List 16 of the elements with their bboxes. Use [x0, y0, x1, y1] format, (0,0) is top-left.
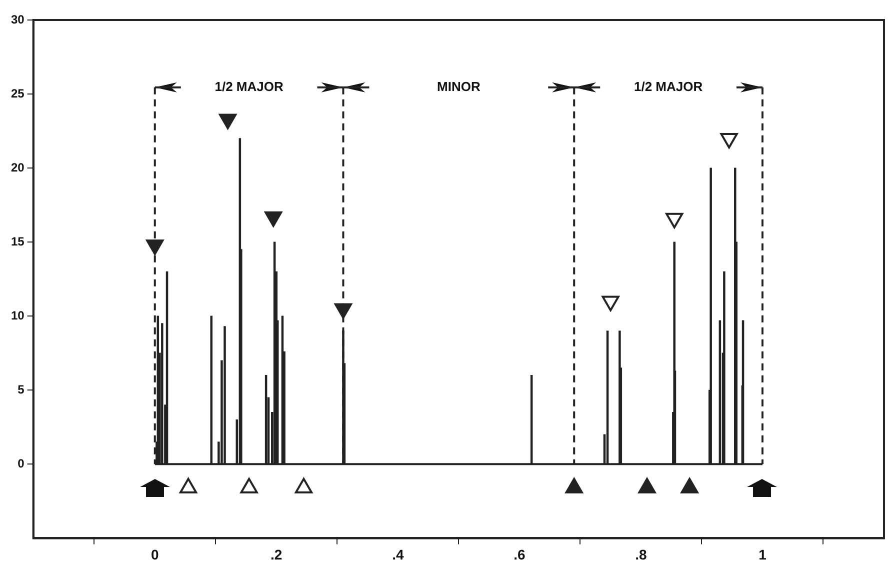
y-tick-label: 30 — [10, 12, 25, 26]
x-tick-label: .4 — [392, 546, 404, 562]
y-tick-label: 0 — [18, 456, 25, 470]
x-tick-label: 1 — [758, 546, 767, 562]
y-tick-label: 15 — [10, 234, 25, 248]
y-tick-label: 25 — [10, 86, 25, 100]
x-tick-label: .6 — [514, 546, 526, 562]
x-tick-label: 0 — [150, 546, 159, 562]
annotation: 1/2 MAJOR — [634, 78, 704, 94]
x-tick-label: .2 — [270, 546, 282, 562]
y-tick-label: 10 — [10, 308, 25, 322]
annotation: MINOR — [437, 78, 481, 94]
y-tick-label: 5 — [18, 382, 25, 396]
annotation: 1/2 MAJOR — [214, 78, 284, 94]
x-tick-label: .8 — [635, 546, 647, 562]
y-tick-label: 20 — [10, 160, 25, 174]
